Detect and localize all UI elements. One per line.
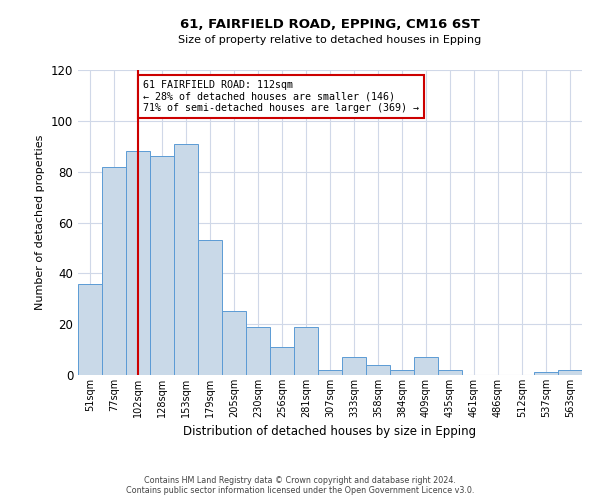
Bar — [270, 347, 294, 375]
Bar — [318, 370, 342, 375]
Y-axis label: Number of detached properties: Number of detached properties — [35, 135, 45, 310]
Text: Contains public sector information licensed under the Open Government Licence v3: Contains public sector information licen… — [126, 486, 474, 495]
X-axis label: Distribution of detached houses by size in Epping: Distribution of detached houses by size … — [184, 426, 476, 438]
Bar — [102, 166, 126, 375]
Bar — [78, 284, 102, 375]
Bar — [246, 326, 270, 375]
Bar — [390, 370, 414, 375]
Bar — [414, 357, 438, 375]
Text: Contains HM Land Registry data © Crown copyright and database right 2024.: Contains HM Land Registry data © Crown c… — [144, 476, 456, 485]
Bar — [366, 365, 390, 375]
Bar — [150, 156, 174, 375]
Text: Size of property relative to detached houses in Epping: Size of property relative to detached ho… — [178, 35, 482, 45]
Bar — [294, 326, 318, 375]
Bar — [174, 144, 198, 375]
Bar — [126, 152, 150, 375]
Bar — [558, 370, 582, 375]
Bar — [198, 240, 222, 375]
Text: 61 FAIRFIELD ROAD: 112sqm
← 28% of detached houses are smaller (146)
71% of semi: 61 FAIRFIELD ROAD: 112sqm ← 28% of detac… — [143, 80, 419, 114]
Bar — [342, 357, 366, 375]
Bar — [534, 372, 558, 375]
Bar — [222, 312, 246, 375]
Bar — [438, 370, 462, 375]
Text: 61, FAIRFIELD ROAD, EPPING, CM16 6ST: 61, FAIRFIELD ROAD, EPPING, CM16 6ST — [180, 18, 480, 30]
